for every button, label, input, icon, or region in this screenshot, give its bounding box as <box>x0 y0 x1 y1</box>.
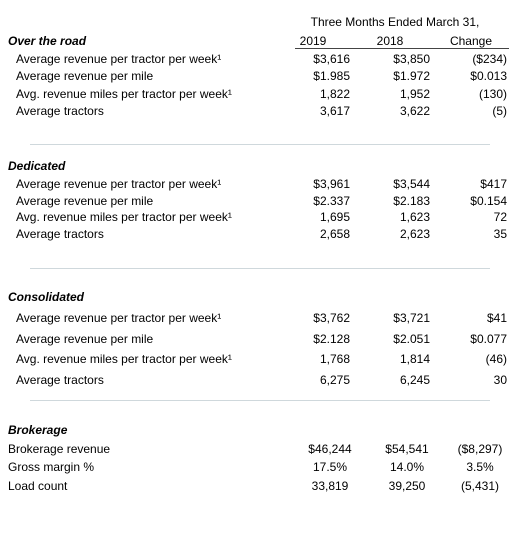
cell-value: $46,244 <box>308 442 352 456</box>
cell-value: 39,250 <box>388 479 426 493</box>
cell-value: 17.5% <box>312 460 348 474</box>
cell-value: 1,623 <box>399 210 430 224</box>
cell-value: 2,658 <box>319 227 350 241</box>
cell-value: (5,431) <box>460 479 500 493</box>
cell-value: $1.985 <box>313 69 350 83</box>
cell-value: (46) <box>485 352 507 366</box>
header-rule <box>295 48 509 49</box>
cell-value: $2.051 <box>393 332 430 346</box>
section-title: Dedicated <box>8 159 66 173</box>
cell-value: ($8,297) <box>457 442 503 456</box>
cell-value: 6,245 <box>399 373 430 387</box>
cell-value: 1,695 <box>319 210 350 224</box>
column-header: 2018 <box>376 34 404 48</box>
cell-value: $2.128 <box>313 332 350 346</box>
period-header: Three Months Ended March 31, <box>310 15 480 29</box>
row-label: Avg. revenue miles per tractor per week¹ <box>16 352 232 366</box>
row-label: Average tractors <box>16 373 104 387</box>
cell-value: (5) <box>492 104 507 118</box>
cell-value: $3,762 <box>313 311 350 325</box>
cell-value: $2.183 <box>393 194 430 208</box>
cell-value: ($234) <box>472 52 507 66</box>
cell-value: $3,544 <box>393 177 430 191</box>
cell-value: $0.077 <box>470 332 507 346</box>
cell-value: $2.337 <box>313 194 350 208</box>
cell-value: 1,814 <box>399 352 430 366</box>
row-label: Average tractors <box>16 227 104 241</box>
section-title: Brokerage <box>8 423 68 437</box>
cell-value: 1,822 <box>319 87 350 101</box>
section-rule <box>30 400 490 401</box>
cell-value: 1,768 <box>319 352 350 366</box>
cell-value: $0.013 <box>470 69 507 83</box>
section-title: Consolidated <box>8 290 85 304</box>
section-rule <box>30 144 490 145</box>
cell-value: 2,623 <box>399 227 430 241</box>
cell-value: 35 <box>493 227 507 241</box>
cell-value: $3,961 <box>313 177 350 191</box>
cell-value: $1.972 <box>393 69 430 83</box>
cell-value: $41 <box>486 311 507 325</box>
cell-value: $3,616 <box>313 52 350 66</box>
cell-value: $417 <box>480 177 507 191</box>
cell-value: $3,721 <box>393 311 430 325</box>
row-label: Avg. revenue miles per tractor per week¹ <box>16 87 232 101</box>
row-label: Average revenue per mile <box>16 69 154 83</box>
row-label: Average revenue per mile <box>16 332 154 346</box>
cell-value: 3.5% <box>466 460 494 474</box>
cell-value: 33,819 <box>311 479 349 493</box>
section-rule <box>30 268 490 269</box>
row-label: Brokerage revenue <box>8 442 111 456</box>
cell-value: 1,952 <box>399 87 430 101</box>
row-label: Average revenue per tractor per week¹ <box>16 52 222 66</box>
cell-value: 14.0% <box>389 460 425 474</box>
row-label: Average revenue per tractor per week¹ <box>16 311 222 325</box>
column-header: Change <box>449 34 493 48</box>
cell-value: $54,541 <box>385 442 429 456</box>
section-title: Over the road <box>8 34 87 48</box>
row-label: Average tractors <box>16 104 104 118</box>
cell-value: 3,622 <box>399 104 430 118</box>
row-label: Avg. revenue miles per tractor per week¹ <box>16 210 232 224</box>
row-label: Average revenue per mile <box>16 194 154 208</box>
row-label: Gross margin % <box>8 460 95 474</box>
row-label: Load count <box>8 479 68 493</box>
cell-value: 3,617 <box>319 104 350 118</box>
cell-value: (130) <box>478 87 507 101</box>
cell-value: $3,850 <box>393 52 430 66</box>
cell-value: 72 <box>493 210 507 224</box>
cell-value: 6,275 <box>319 373 350 387</box>
cell-value: $0.154 <box>470 194 507 208</box>
cell-value: 30 <box>493 373 507 387</box>
column-header: 2019 <box>299 34 327 48</box>
row-label: Average revenue per tractor per week¹ <box>16 177 222 191</box>
